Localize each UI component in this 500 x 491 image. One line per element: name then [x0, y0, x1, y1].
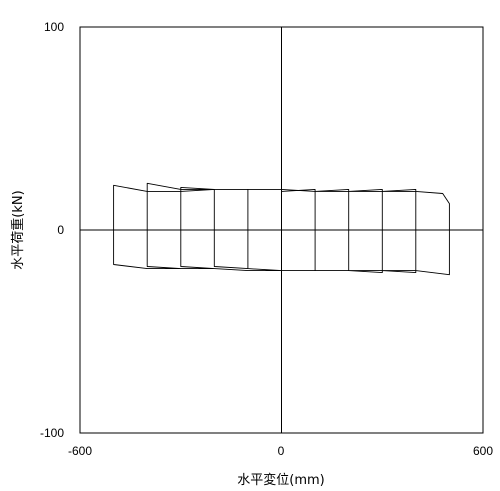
x-tick-label-left: -600: [68, 444, 92, 458]
hysteresis-curve: [113, 182, 450, 276]
x-tick-label-middle: 0: [278, 444, 285, 458]
y-axis-title: 水平荷重(kN): [10, 190, 26, 269]
y-tick-label-top: 100: [44, 20, 64, 34]
y-tick-label-middle: 0: [57, 223, 64, 237]
x-tick-label-right: 600: [473, 444, 493, 458]
x-axis-title: 水平変位(mm): [237, 472, 324, 488]
y-tick-label-bottom: -100: [40, 426, 64, 440]
